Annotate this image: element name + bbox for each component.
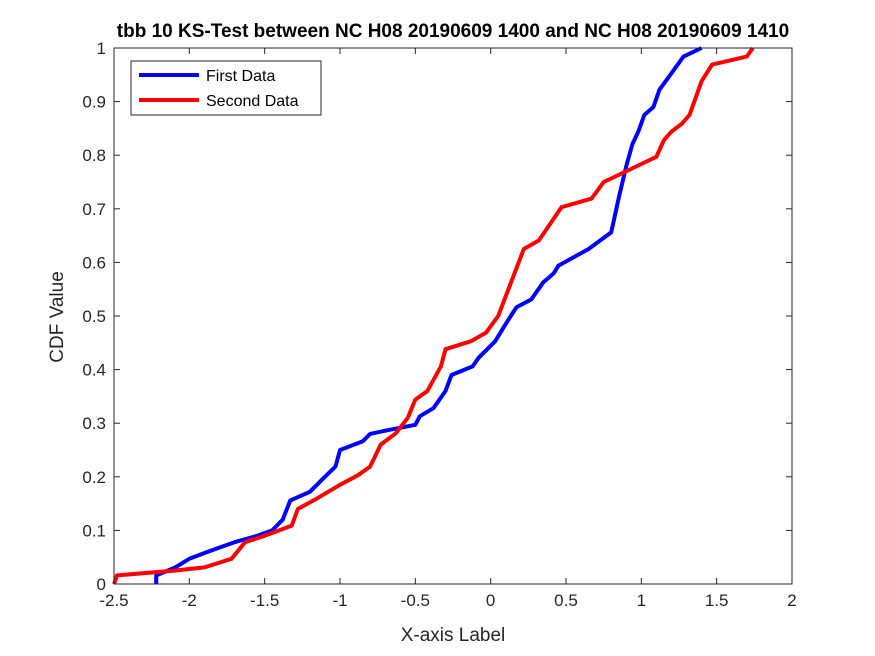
x-tick-label: 0: [486, 591, 495, 610]
legend: First Data Second Data: [130, 60, 322, 116]
chart-title: tbb 10 KS-Test between NC H08 20190609 1…: [117, 21, 789, 42]
x-tick-label: 2: [787, 591, 796, 610]
x-tick-label: 1.5: [705, 591, 729, 610]
x-tick-label: 0.5: [554, 591, 578, 610]
y-tick-label: 0: [97, 575, 106, 594]
series-layer: [112, 46, 755, 585]
y-tick-label: 0.8: [82, 146, 106, 165]
legend-box: [130, 60, 322, 116]
x-tick-label: -0.5: [401, 591, 430, 610]
y-tick-label: 0.7: [82, 200, 106, 219]
legend-label-first-data: First Data: [206, 68, 275, 85]
y-tick-label: 0.2: [82, 468, 106, 487]
y-axis-label: CDF Value: [47, 271, 68, 363]
y-tick-label: 0.9: [82, 93, 106, 112]
legend-label-second-data: Second Data: [206, 93, 299, 110]
plot-area: [114, 48, 792, 584]
series-line-second-data: [112, 46, 755, 585]
ticks-layer: -2.5 -2 -1.5 -1 -0.5 0 0.5 1 1.5 2 0 0.1 0.2 0.3 0.4 0.…: [82, 39, 796, 610]
x-tick-label: 1: [637, 591, 646, 610]
y-tick-label: 0.6: [82, 253, 106, 272]
x-axis-label: X-axis Label: [401, 625, 506, 646]
x-tick-label: -1: [332, 591, 347, 610]
y-tick-label: 0.1: [82, 521, 106, 540]
y-tick-label: 0.4: [82, 361, 106, 380]
y-tick-label: 0.3: [82, 414, 106, 433]
y-tick-label: 0.5: [82, 307, 106, 326]
y-tick-label: 1: [97, 39, 106, 58]
x-tick-label: -1.5: [250, 591, 279, 610]
x-tick-label: -2: [182, 591, 197, 610]
series-line-first-data: [154, 46, 703, 584]
x-tick-label: -2.5: [99, 591, 128, 610]
